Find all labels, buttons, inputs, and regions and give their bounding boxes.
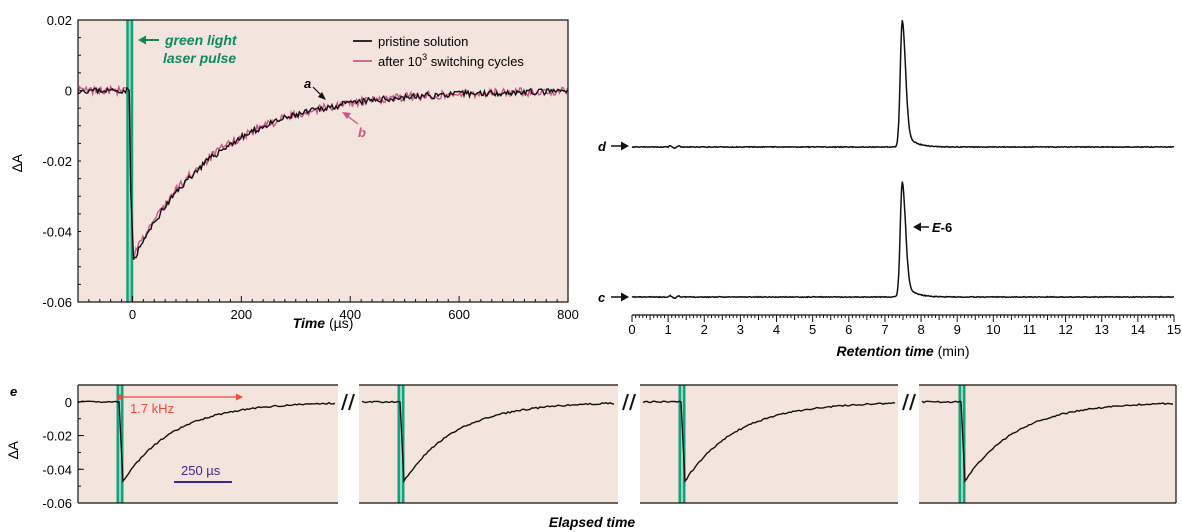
laser-pulse-band-highlight [961,385,963,503]
cycles-x-axis-label: Elapsed time [549,514,636,530]
trace-c-arrow-icon [621,292,629,302]
hplc-chart: 0 1 2 3 4 5 6 7 8 9 10 11 12 13 14 15 Retention time (m… [598,20,1181,359]
x-tick-label: 6 [845,322,852,337]
trace-d-arrow-icon [621,141,629,151]
series-line-d [631,20,1175,149]
axis-break-marks [341,393,916,411]
x-tick-label: 15 [1167,322,1181,337]
peak-label-arrow-icon [913,222,921,232]
x-tick-label: 0 [129,307,136,322]
x-tick-label: 8 [917,322,924,337]
legend-label-pristine: pristine solution [378,34,468,49]
x-tick-label: 9 [954,322,961,337]
annotation-b-arrow-icon [342,112,351,119]
x-tick-label: 10 [986,322,1000,337]
y-tick-label: -0.04 [42,462,72,477]
x-tick-label: 2 [701,322,708,337]
cycle-trace [921,400,1173,484]
laser-label-arrow-icon [138,35,146,45]
y-tick-label: -0.06 [42,295,72,310]
cycle-trace [642,400,896,483]
transient-plot-frame [77,19,569,303]
x-tick-label: 11 [1023,322,1037,337]
transient-y-tick-labels: 0.02 0 -0.02 -0.04 -0.06 [42,13,72,310]
cycles-laser-bands [116,385,966,503]
series-line-c [631,181,1175,300]
x-tick-label: 13 [1094,322,1108,337]
frequency-arrow-start-icon [117,394,123,400]
axis-break-mark [622,393,629,411]
laser-pulse-band-highlight [681,385,683,503]
y-tick-label: 0 [65,395,72,410]
transient-chart: 0.02 0 -0.02 -0.04 -0.06 0 200 400 600 800 ∆A Ti… [9,13,579,331]
series-line-pristine [77,86,568,260]
y-tick-label: -0.04 [42,225,72,240]
x-tick-label: 12 [1058,322,1072,337]
hplc-x-axis-label: Retention time (min) [836,343,969,359]
y-tick-label: -0.02 [42,429,72,444]
hplc-x-tick-labels: 0 1 2 3 4 5 6 7 8 9 10 11 12 13 14 15 [628,322,1181,337]
y-tick-label: -0.06 [42,496,72,511]
cycles-plot-frames [77,384,1177,504]
frequency-arrow-head-icon [236,393,243,401]
laser-pulse-band-highlight [119,385,121,503]
axis-break-mark [348,393,355,411]
annotation-a-arrow-icon [318,92,326,100]
x-tick-label: 800 [557,307,579,322]
transient-legend: pristine solution after 103 switching cy… [353,34,524,69]
axis-break-mark [341,393,348,411]
x-tick-label: 14 [1131,322,1145,337]
annotation-b-label: b [358,125,366,140]
laser-pulse-band-highlight [400,385,402,503]
cycle-trace [361,400,615,484]
cycles-chart: 0 -0.02 -0.04 -0.06 e ∆A Elapsed time 1.7 k… [5,384,1177,530]
x-tick-label: 0 [628,322,635,337]
x-tick-label: 4 [773,322,780,337]
panel-e-label: e [10,384,17,399]
cycles-y-axis-label: ∆A [5,440,21,459]
axis-break-mark [629,393,636,411]
laser-label-line1: green light [164,32,238,48]
x-tick-label: 600 [448,307,470,322]
scale-bar-label: 250 µs [181,463,221,478]
cycle-trace [77,400,336,483]
transient-y-axis-label: ∆A [9,153,25,172]
frequency-label: 1.7 kHz [130,401,174,416]
hplc-axis-ticks [631,315,1175,322]
cycles-plot-areas [78,385,1176,503]
y-tick-label: 0.02 [47,13,72,28]
y-tick-label: -0.02 [42,154,72,169]
x-tick-label: 3 [737,322,744,337]
x-tick-label: 5 [809,322,816,337]
transient-x-tick-labels: 0 200 400 600 800 [129,307,579,322]
transient-x-axis-label: Time (µs) [293,315,354,331]
trace-d-label: d [598,139,607,154]
annotation-a-label: a [304,76,311,91]
x-tick-label: 7 [881,322,888,337]
x-tick-label: 1 [665,322,672,337]
x-tick-label: 200 [230,307,252,322]
y-tick-label: 0 [65,84,72,99]
axis-break-mark [909,393,916,411]
transient-plot-area [78,20,568,302]
laser-label-line2: laser pulse [163,50,236,66]
legend-label-cycled: after 103 switching cycles [378,52,524,69]
trace-c-label: c [598,290,606,305]
peak-label-e6: E-6 [932,220,952,235]
x-tick-label: 400 [339,307,361,322]
cycles-traces [77,400,1173,484]
cycles-y-ticks: 0 -0.02 -0.04 -0.06 [42,384,84,511]
axis-break-mark [902,393,909,411]
